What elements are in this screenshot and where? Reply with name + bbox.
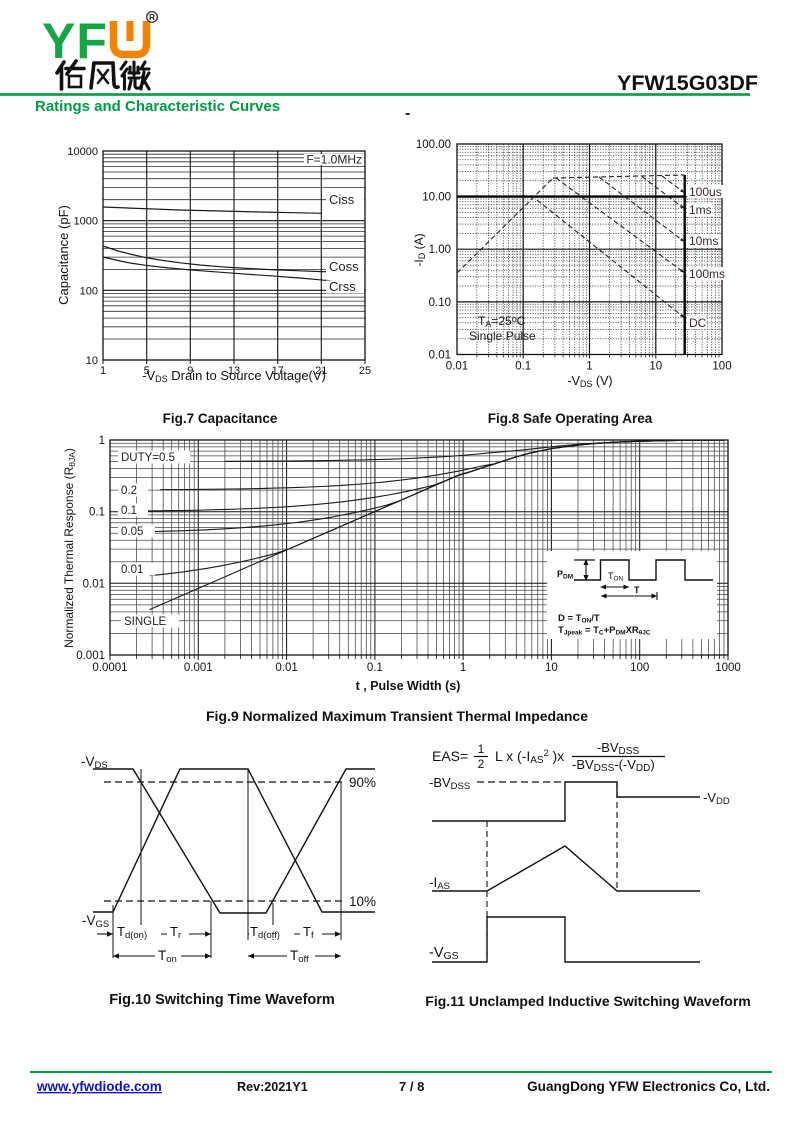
svg-text:10: 10: [545, 662, 558, 674]
svg-text:7 / 8: 7 / 8: [399, 1079, 424, 1094]
svg-text:-BVDSS-(-VDD): -BVDSS-(-VDD): [572, 757, 655, 774]
svg-text:1: 1: [478, 742, 485, 756]
svg-text:10.00: 10.00: [422, 192, 451, 204]
svg-text:-VDS: -VDS: [81, 754, 108, 771]
svg-text:0.01: 0.01: [121, 564, 143, 576]
svg-text:TA=25oC: TA=25oC: [478, 314, 526, 329]
svg-text:0.1: 0.1: [515, 361, 531, 373]
svg-text:100: 100: [630, 662, 649, 674]
svg-text:0.2: 0.2: [121, 485, 137, 497]
svg-text:0.01: 0.01: [446, 361, 468, 373]
svg-text:13: 13: [228, 365, 240, 377]
svg-text:0.1: 0.1: [367, 662, 383, 674]
svg-text:YFW15G03DF: YFW15G03DF: [617, 71, 758, 95]
svg-text:Ratings and Characteristic Cur: Ratings and Characteristic Curves: [35, 98, 280, 115]
svg-text:Fig.11 Unclamped Inductive Swi: Fig.11 Unclamped Inductive Switching Wav…: [425, 993, 750, 1009]
svg-text:100: 100: [712, 361, 731, 373]
svg-text:Fig.7 Capacitance: Fig.7 Capacitance: [163, 411, 278, 426]
svg-text:DC: DC: [689, 316, 707, 330]
svg-text:1000: 1000: [715, 662, 741, 674]
svg-text:-IAS: -IAS: [429, 875, 450, 892]
svg-text:0.01: 0.01: [83, 578, 105, 590]
svg-text:TON: TON: [608, 571, 624, 583]
svg-text:100ms: 100ms: [689, 267, 725, 281]
svg-text:0.1: 0.1: [121, 505, 137, 517]
svg-text:1: 1: [100, 365, 106, 377]
svg-text:1: 1: [99, 435, 105, 447]
svg-text:0.01: 0.01: [429, 350, 451, 362]
svg-text:TJpeak = TC+PDMXRθJC: TJpeak = TC+PDMXRθJC: [558, 625, 651, 637]
svg-text:-VGS: -VGS: [429, 945, 459, 962]
svg-text:2: 2: [478, 757, 485, 771]
svg-text:1: 1: [586, 361, 592, 373]
svg-text:Crss: Crss: [329, 279, 356, 294]
svg-text:-VDD: -VDD: [703, 790, 730, 807]
svg-text:F=1.0MHz: F=1.0MHz: [306, 153, 362, 167]
svg-text:0.0001: 0.0001: [92, 662, 127, 674]
svg-text:0.10: 0.10: [429, 297, 451, 309]
svg-text:-BVDSS: -BVDSS: [597, 740, 640, 757]
svg-text:10: 10: [649, 361, 662, 373]
svg-text:Single Pulse: Single Pulse: [469, 329, 536, 343]
svg-text:-BVDSS: -BVDSS: [429, 775, 470, 792]
svg-text:-VDS Drain to Source Voltage(V: -VDS Drain to Source Voltage(V): [142, 368, 326, 384]
svg-text:10: 10: [86, 355, 98, 367]
svg-text:Rev:2021Y1: Rev:2021Y1: [237, 1080, 308, 1094]
svg-text:EAS=: EAS=: [432, 748, 468, 764]
svg-text:-VGS: -VGS: [82, 913, 109, 930]
svg-text:1.00: 1.00: [429, 244, 451, 256]
svg-text:www.yfwdiode.com: www.yfwdiode.com: [36, 1079, 162, 1094]
svg-text:10%: 10%: [349, 894, 376, 909]
svg-text:Fig.9 Normalized Maximum Trans: Fig.9 Normalized Maximum Transient Therm…: [206, 708, 588, 724]
svg-text:T: T: [634, 585, 640, 595]
svg-text:0.05: 0.05: [121, 526, 143, 538]
svg-text:-ID (A): -ID (A): [412, 233, 427, 266]
svg-text:5: 5: [144, 365, 150, 377]
svg-text:1: 1: [460, 662, 466, 674]
svg-text:10000: 10000: [67, 146, 98, 158]
svg-text:17: 17: [272, 365, 284, 377]
svg-text:100us: 100us: [689, 185, 722, 199]
svg-text:1ms: 1ms: [689, 203, 712, 217]
svg-text:Fig.10 Switching Time Waveform: Fig.10 Switching Time Waveform: [109, 992, 335, 1008]
svg-text:YF: YF: [42, 13, 108, 69]
svg-text:Ciss: Ciss: [329, 192, 355, 207]
svg-text:D = TON/T: D = TON/T: [558, 613, 600, 625]
svg-text:0.1: 0.1: [89, 507, 105, 519]
svg-text:GuangDong YFW Electronics Co,: GuangDong YFW Electronics Co, Ltd.: [527, 1079, 770, 1094]
svg-text:L x (-IAS2 )x: L x (-IAS2 )x: [495, 748, 564, 766]
svg-text:0.001: 0.001: [184, 662, 213, 674]
svg-text:Coss: Coss: [329, 259, 359, 274]
svg-text:DUTY=0.5: DUTY=0.5: [121, 452, 175, 464]
svg-text:90%: 90%: [349, 775, 376, 790]
svg-text:t , Pulse Width (s): t , Pulse Width (s): [356, 679, 461, 693]
svg-text:21: 21: [315, 365, 327, 377]
svg-text:Fig.8 Safe Operating Area: Fig.8 Safe Operating Area: [488, 411, 653, 426]
svg-text:9: 9: [187, 365, 193, 377]
svg-text:100.00: 100.00: [416, 139, 451, 151]
svg-text:1000: 1000: [74, 216, 98, 228]
svg-text:10ms: 10ms: [689, 234, 718, 248]
svg-text:SINGLE: SINGLE: [124, 616, 167, 628]
svg-text:PDM: PDM: [557, 569, 573, 581]
svg-text:0.001: 0.001: [76, 650, 105, 662]
svg-text:0.01: 0.01: [275, 662, 297, 674]
svg-text:-VDS (V): -VDS (V): [567, 374, 612, 389]
svg-text:Tr: Tr: [170, 924, 181, 941]
svg-text:Tf: Tf: [303, 924, 314, 941]
svg-text:Normalized Thermal Response (R: Normalized Thermal Response (RθJA): [62, 448, 77, 648]
svg-text:Capacitance (pF): Capacitance (pF): [56, 205, 71, 305]
svg-text:25: 25: [359, 365, 371, 377]
svg-text:100: 100: [80, 285, 98, 297]
svg-text:R: R: [149, 13, 155, 22]
svg-text:-: -: [405, 105, 410, 122]
